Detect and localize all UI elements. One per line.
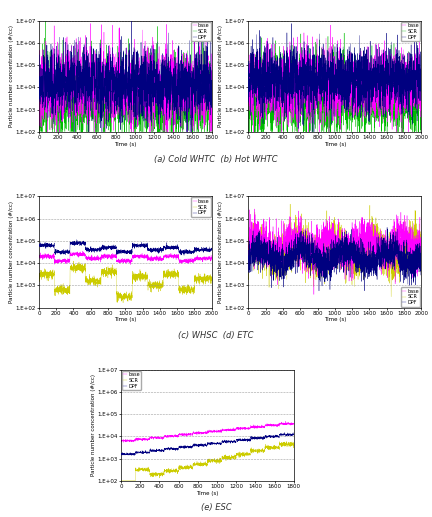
Legend: base, SCR, DPF: base, SCR, DPF	[401, 22, 420, 41]
Text: (e) ESC: (e) ESC	[200, 503, 232, 511]
Legend: base, SCR, DPF: base, SCR, DPF	[122, 371, 141, 390]
Legend: base, SCR, DPF: base, SCR, DPF	[401, 287, 420, 307]
X-axis label: Time (s): Time (s)	[324, 142, 346, 147]
Legend: base, SCR, DPF: base, SCR, DPF	[191, 22, 211, 41]
Y-axis label: Particle number concentration (#/cc): Particle number concentration (#/cc)	[218, 201, 223, 303]
Text: (c) WHSC  (d) ETC: (c) WHSC (d) ETC	[178, 331, 254, 340]
Legend: base, SCR, DPF: base, SCR, DPF	[191, 197, 211, 217]
Y-axis label: Particle number concentration (#/cc): Particle number concentration (#/cc)	[218, 25, 223, 127]
Y-axis label: Particle number concentration (#/cc): Particle number concentration (#/cc)	[91, 374, 96, 476]
X-axis label: Time (s): Time (s)	[324, 317, 346, 323]
X-axis label: Time (s): Time (s)	[196, 491, 219, 496]
Y-axis label: Particle number concentration (#/cc): Particle number concentration (#/cc)	[9, 201, 14, 303]
X-axis label: Time (s): Time (s)	[114, 142, 137, 147]
X-axis label: Time (s): Time (s)	[114, 317, 137, 323]
Y-axis label: Particle number concentration (#/cc): Particle number concentration (#/cc)	[9, 25, 14, 127]
Text: (a) Cold WHTC  (b) Hot WHTC: (a) Cold WHTC (b) Hot WHTC	[154, 155, 278, 164]
